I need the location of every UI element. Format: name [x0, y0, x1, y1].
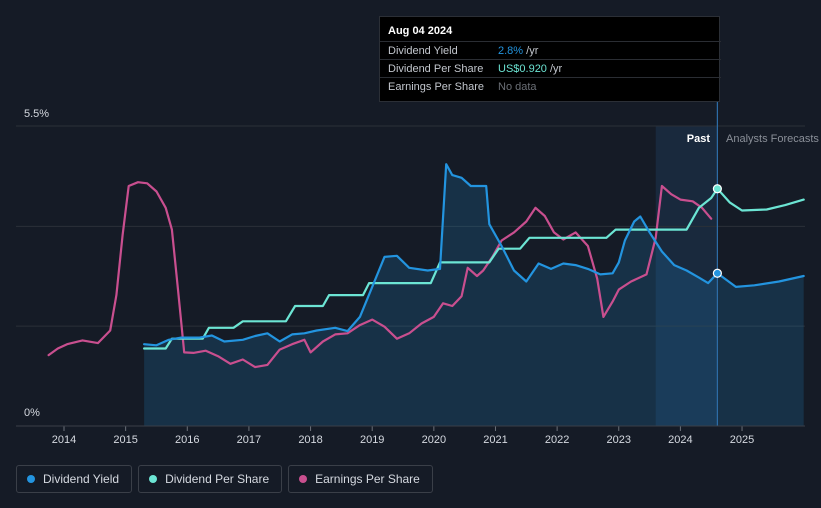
tooltip-row-earnings-per-share: Earnings Per Share No data [380, 77, 721, 96]
tooltip-value-text: No data [498, 81, 537, 93]
tooltip-label: Dividend Per Share [388, 63, 484, 75]
tooltip-label: Earnings Per Share [388, 81, 484, 93]
legend-item-dividend-yield[interactable]: Dividend Yield [16, 465, 133, 493]
x-tick-label: 2016 [175, 434, 199, 446]
markers-layer [712, 184, 722, 278]
x-tick-label: 2019 [360, 434, 384, 446]
tooltip-unit: /yr [546, 63, 563, 75]
tooltip-value: 2.8% /yr [498, 45, 538, 57]
forecast-label: Analysts Forecasts [726, 133, 819, 145]
past-highlight-band [655, 126, 718, 426]
legend-item-earnings-per-share[interactable]: Earnings Per Share [288, 465, 433, 493]
tooltip-unit: /yr [523, 45, 539, 57]
x-tick-label: 2022 [545, 434, 569, 446]
circle-dot-icon [27, 475, 35, 483]
tooltip-label: Dividend Yield [388, 45, 458, 57]
past-label: Past [687, 133, 711, 145]
tooltip-value-text: 2.8% [498, 45, 524, 57]
x-axis: 2014 2015 2016 2017 2018 2019 2020 2021 2022 2023… [16, 425, 805, 446]
legend-label: Dividend Per Share [165, 472, 270, 486]
tooltip-value-text: US$0.920 [498, 63, 547, 75]
legend: Dividend Yield Dividend Per Share Earnin… [16, 465, 433, 495]
legend-label: Earnings Per Share [315, 472, 420, 486]
circle-dot-icon [299, 475, 308, 483]
x-tick-label: 2017 [237, 434, 261, 446]
tooltip-value: US$0.920 /yr [498, 63, 562, 75]
x-tick-label: 2020 [422, 434, 446, 446]
circle-dot-icon [149, 475, 158, 483]
legend-item-dividend-per-share[interactable]: Dividend Per Share [138, 465, 283, 493]
dividend-per-share-marker [712, 184, 722, 194]
x-tick-label: 2023 [607, 434, 631, 446]
dividend-yield-line [143, 163, 805, 347]
x-tick-label: 2021 [483, 434, 507, 446]
tooltip-row-dividend-per-share: Dividend Per Share US$0.920 /yr [380, 59, 721, 78]
legend-label: Dividend Yield [43, 472, 120, 486]
x-tick-label: 2024 [668, 434, 692, 446]
dividend-yield-marker [712, 268, 722, 278]
tooltip: Aug 04 2024 Dividend Yield 2.8% /yr Divi… [379, 16, 721, 102]
y-tick-label-top: 5.5% [24, 108, 50, 120]
y-tick-label-bottom: 0% [24, 407, 40, 419]
tooltip-date: Aug 04 2024 [388, 25, 453, 37]
x-tick-label: 2018 [298, 434, 322, 446]
tooltip-row-dividend-yield: Dividend Yield 2.8% /yr [380, 41, 721, 60]
x-tick-label: 2014 [52, 434, 76, 446]
tooltip-value: No data [498, 81, 537, 93]
earnings-per-share-line [47, 181, 713, 369]
x-tick-label: 2015 [113, 434, 137, 446]
x-tick-label: 2025 [730, 434, 754, 446]
